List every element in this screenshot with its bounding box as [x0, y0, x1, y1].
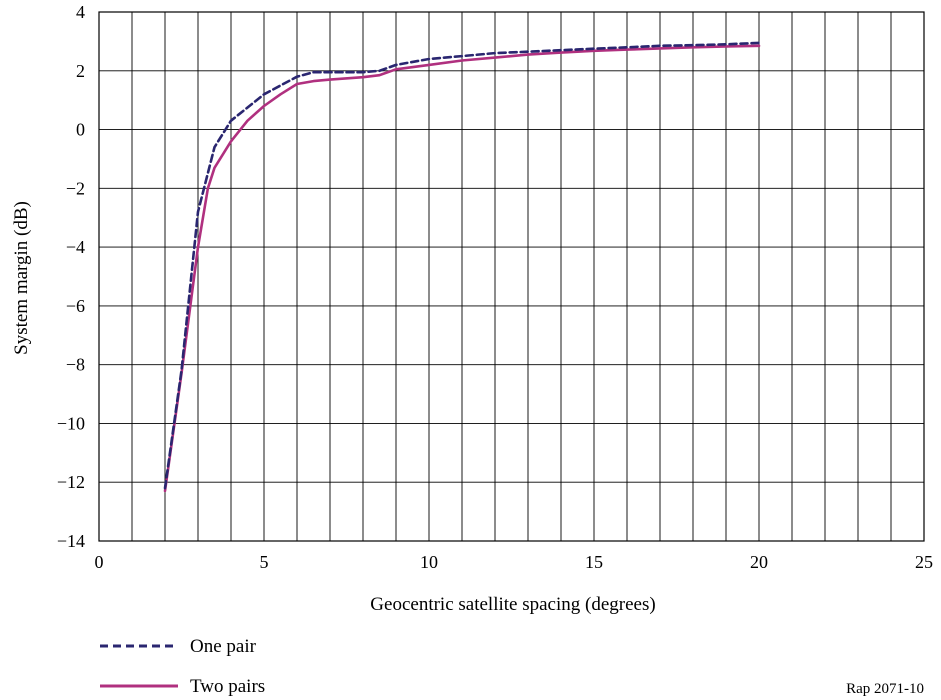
- legend-label-one-pair: One pair: [190, 636, 257, 657]
- y-tick-label: −6: [66, 296, 85, 316]
- x-tick-label: 10: [420, 552, 438, 572]
- y-tick-label: 0: [76, 120, 85, 140]
- series-layer: [163, 41, 761, 493]
- y-tick-label: −12: [57, 472, 85, 492]
- y-tick-label: 2: [76, 61, 85, 81]
- series-line-two-pairs: [163, 44, 761, 493]
- reference-label: Rap 2071-10: [846, 681, 924, 697]
- plot-frame: [98, 11, 925, 542]
- y-axis-title: System margin (dB): [11, 201, 32, 355]
- y-tick-label: −4: [66, 237, 85, 257]
- x-tick-label: 15: [585, 552, 603, 572]
- legend: One pair Two pairs: [100, 636, 265, 697]
- x-tick-label: 20: [750, 552, 768, 572]
- y-tick-label: −2: [66, 178, 85, 198]
- y-tick-label: 4: [76, 2, 85, 22]
- series-line-one-pair: [163, 41, 761, 490]
- x-axis-title: Geocentric satellite spacing (degrees): [370, 594, 655, 615]
- x-tick-label: 5: [260, 552, 269, 572]
- y-tick-label: −8: [66, 355, 85, 375]
- x-tick-label: 25: [915, 552, 933, 572]
- grid: [99, 12, 924, 541]
- y-tick-labels: 4 2 0 −2 −4 −6 −8 −10 −12 −14: [57, 2, 85, 551]
- y-tick-label: −10: [57, 413, 85, 433]
- x-tick-labels: 0 5 10 15 20 25: [95, 552, 934, 572]
- x-tick-label: 0: [95, 552, 104, 572]
- y-tick-label: −14: [57, 531, 85, 551]
- legend-label-two-pairs: Two pairs: [190, 676, 265, 697]
